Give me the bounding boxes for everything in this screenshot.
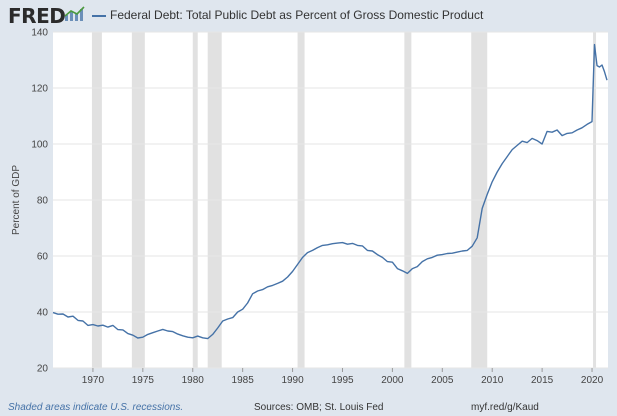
y-tick-label-2: 60 [37,252,49,263]
y-tick-label-5: 120 [31,84,48,95]
x-tick-label-7: 2005 [431,375,454,386]
y-tick-label-0: 20 [37,364,49,375]
x-tick-label-6: 2000 [381,375,404,386]
x-tick-label-2: 1980 [182,375,205,386]
x-tick-label-8: 2010 [481,375,504,386]
x-tick-label-3: 1985 [232,375,255,386]
x-tick-label-10: 2020 [581,375,604,386]
series-line-0 [52,43,608,340]
legend-series-label[interactable]: Federal Debt: Total Public Debt as Perce… [110,8,484,22]
x-tick-label-4: 1990 [281,375,304,386]
fred-logo[interactable]: FRED [8,4,66,28]
chart-line-icon [64,6,85,21]
y-tick-label-6: 140 [31,28,48,39]
x-tick-label-0: 1970 [82,375,105,386]
x-tick-label-9: 2015 [531,375,554,386]
short-url[interactable]: myf.red/g/Kaud [471,402,539,413]
y-axis-title: Percent of GDP [11,165,22,235]
legend-line-swatch [92,15,106,17]
x-tick-label-5: 1995 [331,375,354,386]
y-tick-label-1: 40 [37,308,49,319]
chart-header: FRED Federal Debt: Total Public Debt as … [0,0,617,32]
y-tick-label-3: 80 [37,196,49,207]
y-tick-label-4: 100 [31,140,48,151]
x-tick-label-1: 1975 [132,375,155,386]
source-credit: Sources: OMB; St. Louis Fed [254,402,384,413]
recession-note: Shaded areas indicate U.S. recessions. [8,402,184,413]
